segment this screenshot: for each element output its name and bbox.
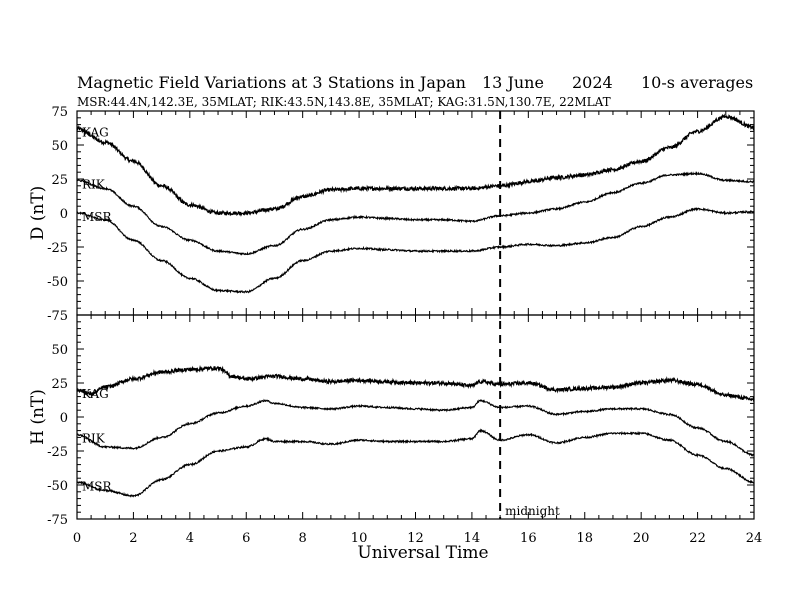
series-line-rik-h: [76, 398, 755, 457]
y-tick-label: 25: [51, 173, 68, 188]
x-tick-label: 24: [746, 531, 763, 546]
series-label-kag: KAG: [82, 126, 109, 140]
y-tick-label: 0: [60, 411, 68, 426]
d-axis-label: D (nT): [28, 186, 48, 241]
x-tick-label: 22: [689, 531, 706, 546]
series-label-rik: RIK: [82, 432, 106, 446]
series-label-rik: RIK: [82, 177, 106, 191]
chart-date: 13 June: [482, 73, 544, 92]
series-label-msr: MSR: [82, 479, 113, 493]
x-tick-label: 0: [73, 531, 81, 546]
x-tick-label: 12: [407, 531, 424, 546]
d-panel-frame: [76, 110, 755, 316]
x-tick-label: 14: [464, 531, 481, 546]
series-label-msr: MSR: [82, 210, 113, 224]
data-series: [76, 113, 755, 498]
chart-title: Magnetic Field Variations at 3 Stations …: [77, 73, 466, 92]
x-axis-label: Universal Time: [357, 543, 488, 563]
x-tick-label: 8: [299, 531, 307, 546]
series-line-msr-d: [76, 207, 755, 294]
y-tick-label: -75: [47, 309, 68, 324]
series-line-kag-d: [76, 113, 755, 217]
y-tick-label: 50: [51, 343, 68, 358]
y-tick-label: -50: [47, 275, 68, 290]
h-axis-label: H (nT): [28, 389, 48, 445]
y-tick-label: -25: [47, 241, 68, 256]
y-tick-label: -25: [47, 445, 68, 460]
y-tick-label: 0: [60, 207, 68, 222]
station-coordinates: MSR:44.4N,142.3E, 35MLAT; RIK:43.5N,143.…: [77, 95, 611, 109]
series-line-kag-h: [76, 365, 755, 403]
chart-averaging: 10-s averages: [641, 73, 753, 92]
x-tick-label: 10: [351, 531, 368, 546]
y-tick-label: 50: [51, 139, 68, 154]
x-tick-label: 6: [242, 531, 250, 546]
series-label-kag: KAG: [82, 387, 109, 401]
x-tick-label: 16: [520, 531, 537, 546]
y-tick-label: -50: [47, 479, 68, 494]
x-tick-label: 18: [576, 531, 593, 546]
chart-year: 2024: [572, 73, 613, 92]
series-line-rik-d: [76, 171, 755, 256]
midnight-label: midnight: [505, 504, 560, 518]
series-line-msr-h: [76, 428, 755, 498]
y-tick-label: 25: [51, 377, 68, 392]
series-labels: KAG RIK MSR KAG RIK MSR: [82, 126, 113, 494]
x-tick-label: 20: [633, 531, 650, 546]
x-tick-label: 2: [129, 531, 137, 546]
x-tick-label: 4: [186, 531, 194, 546]
h-panel-frame: [76, 314, 755, 520]
y-tick-label: -75: [47, 513, 68, 528]
y-tick-label: 75: [51, 105, 68, 120]
